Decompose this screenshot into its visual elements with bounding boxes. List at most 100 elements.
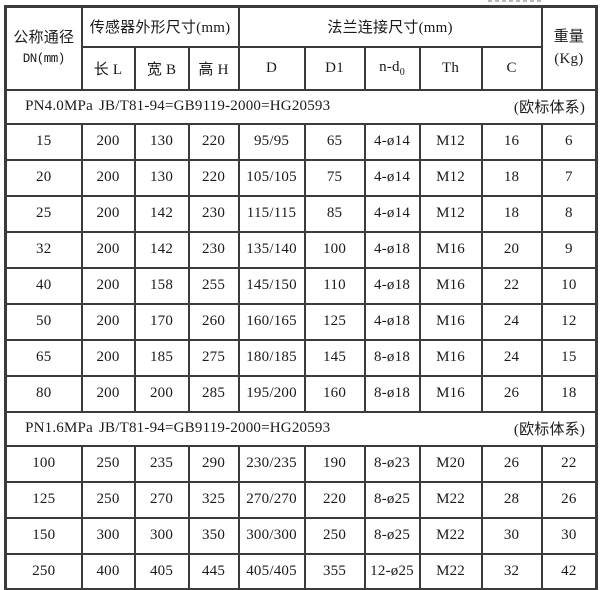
section-cell: PN1.6MPa JB/T81-94=GB9119-2000=HG20593 (欧标… — [4, 410, 598, 447]
cell-th: M12 — [418, 194, 483, 233]
cell-d: 230/235 — [237, 444, 306, 483]
cell-dn: 80 — [4, 374, 83, 413]
cell-height-h: 275 — [187, 338, 240, 377]
cell-length-l: 400 — [80, 552, 136, 590]
cell-height-h: 285 — [187, 374, 240, 413]
cell-c: 18 — [480, 158, 543, 197]
cell-n-d0: 8-ø18 — [363, 374, 421, 413]
table-row-dn-250: 250 400 405 445 405/405 355 12-ø25 M22 32 42 — [4, 552, 598, 590]
cell-height-h: 445 — [187, 552, 240, 590]
cell-weight: 9 — [540, 230, 598, 269]
cell-dn: 50 — [4, 302, 83, 341]
cell-weight: 10 — [540, 266, 598, 305]
header-d1: D1 — [303, 45, 366, 91]
cell-d1: 125 — [303, 302, 366, 341]
cell-th: M22 — [418, 552, 483, 590]
table-row-dn-25: 25 200 142 230 115/115 85 4-ø14 M12 18 8 — [4, 194, 598, 233]
header-row-subcolumns: 长 L 宽 B 高 H D D1 n-d0 Th C — [6, 45, 597, 91]
section-standard-note: (欧标体系) — [513, 422, 586, 438]
header-dn-title: 公称通径 — [13, 30, 75, 47]
cell-width-b: 185 — [133, 338, 190, 377]
cell-n-d0: 4-ø14 — [363, 122, 421, 161]
cell-th: M22 — [418, 480, 483, 519]
cell-length-l: 200 — [80, 122, 136, 161]
cell-th: M16 — [418, 374, 483, 413]
cell-height-h: 220 — [187, 158, 240, 197]
table-row-dn-50: 50 200 170 260 160/165 125 4-ø18 M16 24 12 — [4, 302, 598, 341]
cell-height-h: 260 — [187, 302, 240, 341]
cell-th: M20 — [418, 444, 483, 483]
cell-d: 95/95 — [237, 122, 306, 161]
header-d: D — [237, 45, 306, 91]
cell-c: 20 — [480, 230, 543, 269]
cell-n-d0: 4-ø18 — [363, 230, 421, 269]
cell-d1: 190 — [303, 444, 366, 483]
cell-c: 26 — [480, 444, 543, 483]
cell-dn: 40 — [4, 266, 83, 305]
cell-d: 105/105 — [237, 158, 306, 197]
header-n-d0-subscript: 0 — [399, 66, 405, 78]
cell-d: 405/405 — [237, 552, 306, 590]
cell-n-d0: 4-ø14 — [363, 158, 421, 197]
cell-d: 300/300 — [237, 516, 306, 555]
cell-weight: 8 — [540, 194, 598, 233]
cell-weight: 12 — [540, 302, 598, 341]
cell-width-b: 130 — [133, 158, 190, 197]
cell-th: M12 — [418, 122, 483, 161]
section-standard-note: (欧标体系) — [513, 100, 586, 116]
header-width-b: 宽 B — [133, 45, 190, 91]
cell-length-l: 250 — [80, 444, 136, 483]
cell-weight: 22 — [540, 444, 598, 483]
cell-height-h: 220 — [187, 122, 240, 161]
cell-th: M16 — [418, 338, 483, 377]
cell-n-d0: 8-ø25 — [363, 516, 421, 555]
cell-dn: 15 — [4, 122, 83, 161]
cell-th: M16 — [418, 266, 483, 305]
section-pressure-rating: PN1.6MPa — [25, 420, 93, 436]
cell-c: 22 — [480, 266, 543, 305]
cell-width-b: 270 — [133, 480, 190, 519]
header-flange-dimensions-group: 法兰连接尺寸(mm) — [237, 5, 543, 48]
cell-d1: 250 — [303, 516, 366, 555]
cell-height-h: 255 — [187, 266, 240, 305]
cell-d: 115/115 — [237, 194, 306, 233]
cell-d: 145/150 — [237, 266, 306, 305]
cell-d1: 100 — [303, 230, 366, 269]
cell-n-d0: 8-ø25 — [363, 480, 421, 519]
cell-height-h: 230 — [187, 194, 240, 233]
header-c: C — [480, 45, 543, 91]
cell-c: 28 — [480, 480, 543, 519]
header-sensor-dimensions-group: 传感器外形尺寸(mm) — [80, 5, 240, 48]
cell-height-h: 230 — [187, 230, 240, 269]
cropped-text-fragment — [488, 0, 544, 2]
cell-th: M22 — [418, 516, 483, 555]
table-row-dn-100: 100 250 235 290 230/235 190 8-ø23 M20 26 22 — [4, 444, 598, 483]
cell-n-d0: 8-ø23 — [363, 444, 421, 483]
cell-th: M12 — [418, 158, 483, 197]
cell-th: M16 — [418, 230, 483, 269]
cell-n-d0: 4-ø14 — [363, 194, 421, 233]
cell-width-b: 235 — [133, 444, 190, 483]
section-standard-codes: JB/T81-94=GB9119-2000=HG20593 — [99, 98, 331, 114]
table-row-dn-125: 125 250 270 325 270/270 220 8-ø25 M22 28 26 — [4, 480, 598, 519]
cell-length-l: 200 — [80, 158, 136, 197]
cell-c: 26 — [480, 374, 543, 413]
cell-d1: 160 — [303, 374, 366, 413]
cell-height-h: 350 — [187, 516, 240, 555]
table-row-dn-15: 15 200 130 220 95/95 65 4-ø14 M12 16 6 — [4, 122, 598, 161]
cell-dn: 32 — [4, 230, 83, 269]
cell-weight: 30 — [540, 516, 598, 555]
cell-width-b: 405 — [133, 552, 190, 590]
flowmeter-dimension-table: 公称通径 DN(mm) 传感器外形尺寸(mm) 法兰连接尺寸(mm) 重量 (K… — [4, 5, 599, 590]
cell-d: 135/140 — [237, 230, 306, 269]
cell-dn: 250 — [4, 552, 83, 590]
cell-length-l: 300 — [80, 516, 136, 555]
header-weight-title: 重量 — [553, 28, 585, 45]
cell-n-d0: 4-ø18 — [363, 302, 421, 341]
cell-d1: 65 — [303, 122, 366, 161]
cell-dn: 150 — [4, 516, 83, 555]
cell-width-b: 142 — [133, 194, 190, 233]
section-row-pn4.0mpa: PN4.0MPa JB/T81-94=GB9119-2000=HG20593 (欧标… — [4, 88, 598, 125]
cell-c: 16 — [480, 122, 543, 161]
